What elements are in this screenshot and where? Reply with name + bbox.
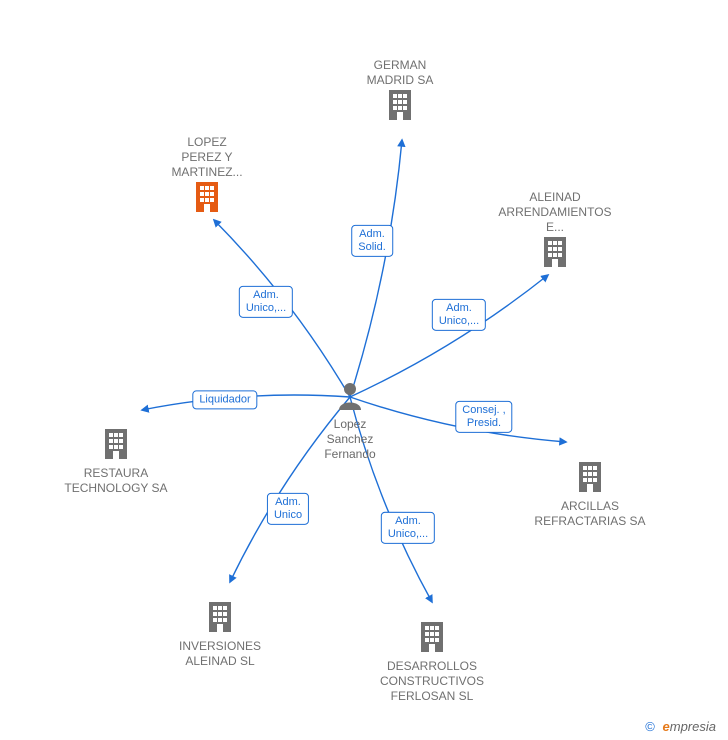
company-node-restaura[interactable]: RESTAURA TECHNOLOGY SA: [46, 427, 186, 496]
building-icon: [385, 88, 415, 127]
building-icon: [192, 180, 222, 219]
person-icon: [337, 380, 363, 415]
edge-label-inversiones: Adm. Unico: [267, 493, 309, 525]
edge-label-german: Adm. Solid.: [351, 225, 393, 257]
center-person-node[interactable]: Lopez Sanchez Fernando: [310, 380, 390, 462]
building-icon: [575, 460, 605, 499]
copyright-symbol: ©: [645, 719, 655, 734]
center-label: Lopez Sanchez Fernando: [310, 417, 390, 462]
company-label: ARCILLAS REFRACTARIAS SA: [534, 499, 645, 529]
company-node-lopez[interactable]: LOPEZ PEREZ Y MARTINEZ...: [137, 135, 277, 219]
edge-label-arcillas: Consej. , Presid.: [455, 401, 512, 433]
edge-label-lopez: Adm. Unico,...: [239, 286, 293, 318]
company-node-desarrollos[interactable]: DESARROLLOS CONSTRUCTIVOS FERLOSAN SL: [362, 620, 502, 704]
company-label: ALEINAD ARRENDAMIENTOS E...: [498, 190, 611, 235]
edge-line: [350, 140, 402, 397]
building-icon: [101, 427, 131, 466]
company-label: GERMAN MADRID SA: [367, 58, 434, 88]
company-label: RESTAURA TECHNOLOGY SA: [64, 466, 167, 496]
brand-initial: e: [663, 719, 670, 734]
brand-name: mpresia: [670, 719, 716, 734]
building-icon: [540, 235, 570, 274]
company-node-arcillas[interactable]: ARCILLAS REFRACTARIAS SA: [520, 460, 660, 529]
company-label: LOPEZ PEREZ Y MARTINEZ...: [171, 135, 242, 180]
edge-label-restaura: Liquidador: [192, 390, 257, 409]
edge-label-desarrollos: Adm. Unico,...: [381, 512, 435, 544]
company-label: INVERSIONES ALEINAD SL: [179, 639, 261, 669]
edge-label-aleinad: Adm. Unico,...: [432, 299, 486, 331]
edge-line: [350, 275, 548, 397]
footer-credit: © empresia: [645, 719, 716, 734]
company-node-inversiones[interactable]: INVERSIONES ALEINAD SL: [150, 600, 290, 669]
company-node-german[interactable]: GERMAN MADRID SA: [330, 58, 470, 127]
building-icon: [205, 600, 235, 639]
company-node-aleinad[interactable]: ALEINAD ARRENDAMIENTOS E...: [485, 190, 625, 274]
company-label: DESARROLLOS CONSTRUCTIVOS FERLOSAN SL: [380, 659, 484, 704]
building-icon: [417, 620, 447, 659]
